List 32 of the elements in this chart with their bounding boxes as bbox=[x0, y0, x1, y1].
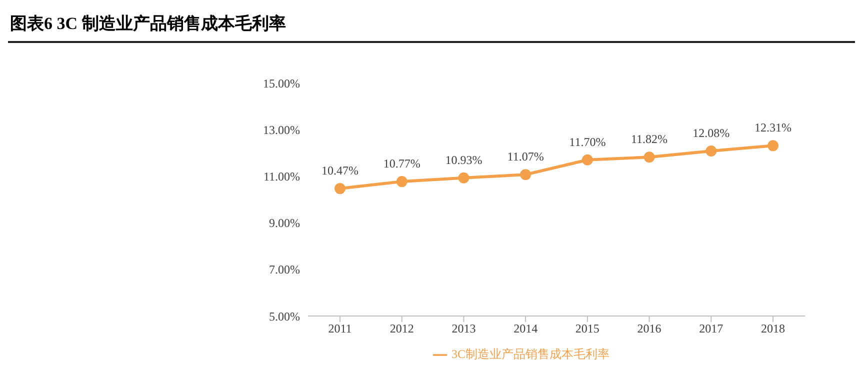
data-label: 11.70% bbox=[569, 134, 606, 149]
data-label: 11.82% bbox=[631, 132, 668, 146]
point bbox=[768, 140, 778, 152]
y-tick-label: 7.00% bbox=[269, 262, 300, 277]
y-tick-label: 9.00% bbox=[269, 216, 300, 230]
data-label: 10.77% bbox=[383, 156, 420, 171]
point bbox=[458, 172, 470, 184]
x-tick-label: 2012 bbox=[390, 322, 414, 336]
point bbox=[706, 146, 717, 157]
legend-label: 3C制造业产品销售成本毛利率 bbox=[451, 347, 610, 361]
x-tick-label: 2016 bbox=[637, 322, 662, 336]
x-tick-label: 2013 bbox=[452, 322, 476, 336]
point bbox=[582, 154, 593, 166]
text: 图表6 3C 制造业产品销售成本毛利率 bbox=[8, 8, 855, 43]
data-label: 10.93% bbox=[445, 152, 482, 167]
x-tick-label: 2017 bbox=[699, 322, 724, 336]
data-label: 12.08% bbox=[692, 126, 730, 140]
y-tick-label: 11.00% bbox=[263, 169, 300, 184]
y-tick-label: 15.00% bbox=[263, 76, 300, 90]
x-tick-label: 2015 bbox=[575, 322, 600, 336]
point bbox=[334, 183, 346, 194]
data-label: 11.07% bbox=[507, 150, 544, 164]
point bbox=[520, 169, 532, 180]
x-tick-label: 2018 bbox=[761, 322, 785, 336]
point bbox=[396, 176, 408, 188]
y-tick-label: 5.00% bbox=[269, 309, 300, 324]
data-label: 10.47% bbox=[322, 164, 358, 178]
point bbox=[644, 152, 655, 163]
x-tick-label: 2014 bbox=[514, 322, 538, 336]
y-tick-label: 13.00% bbox=[263, 122, 300, 137]
x-tick-label: 2011 bbox=[328, 322, 352, 336]
data-label: 12.31% bbox=[754, 120, 792, 135]
